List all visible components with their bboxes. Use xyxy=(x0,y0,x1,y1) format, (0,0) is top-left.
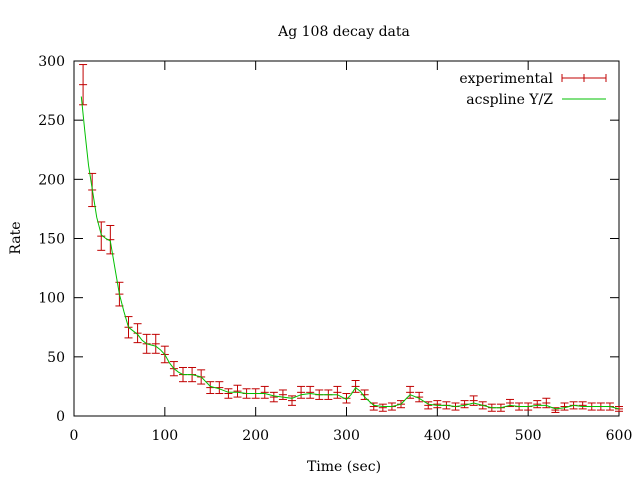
data-point xyxy=(415,391,424,403)
data-point xyxy=(306,385,315,399)
data-point xyxy=(269,391,278,403)
data-point xyxy=(79,64,88,106)
legend: experimental acspline Y/Z xyxy=(459,71,607,108)
data-point xyxy=(542,397,551,409)
legend-label-experimental: experimental xyxy=(459,71,553,87)
y-axis: 0 50 100 150 200 250 300 xyxy=(38,54,619,425)
y-tick-label: 150 xyxy=(38,232,65,248)
y-tick-label: 200 xyxy=(38,172,65,188)
data-point xyxy=(133,323,142,344)
data-point xyxy=(151,333,160,354)
data-point xyxy=(260,385,269,399)
data-point xyxy=(369,402,378,411)
x-tick-label: 500 xyxy=(515,428,542,444)
x-axis: 0 100 200 300 400 500 600 xyxy=(70,61,633,444)
chart-title: Ag 108 decay data xyxy=(277,24,410,40)
data-point xyxy=(424,401,433,410)
plot-frame xyxy=(73,60,620,417)
y-tick-label: 0 xyxy=(56,409,65,425)
y-axis-label: Rate xyxy=(8,221,24,254)
x-tick-label: 200 xyxy=(242,428,269,444)
legend-mark-experimental xyxy=(561,74,607,82)
data-point xyxy=(406,385,415,399)
y-tick-label: 100 xyxy=(38,291,65,307)
data-point xyxy=(378,403,387,412)
series-layer xyxy=(79,64,623,413)
plot-border xyxy=(73,60,620,417)
y-tick-label: 250 xyxy=(38,113,65,129)
data-point xyxy=(97,221,106,251)
y-tick-label: 50 xyxy=(47,350,65,366)
data-point xyxy=(233,384,242,398)
series-acspline-line xyxy=(80,96,620,410)
data-point xyxy=(560,402,569,411)
data-point xyxy=(333,385,342,399)
data-point xyxy=(533,400,542,409)
x-tick-label: 400 xyxy=(424,428,451,444)
data-point xyxy=(433,400,442,409)
data-point xyxy=(278,389,287,400)
data-point xyxy=(224,388,233,399)
data-point xyxy=(360,389,369,400)
x-axis-label: Time (sec) xyxy=(307,459,381,475)
x-tick-label: 300 xyxy=(333,428,360,444)
legend-label-acspline: acspline Y/Z xyxy=(466,92,553,108)
x-tick-label: 600 xyxy=(606,428,633,444)
data-point xyxy=(297,385,306,399)
series-experimental xyxy=(79,64,623,413)
data-point xyxy=(460,400,469,409)
data-point xyxy=(578,401,587,410)
x-tick-label: 0 xyxy=(70,428,79,444)
data-point xyxy=(206,381,215,395)
data-point xyxy=(288,395,296,406)
data-point xyxy=(351,380,360,393)
data-point xyxy=(469,395,478,406)
x-tick-label: 100 xyxy=(151,428,178,444)
y-tick-label: 300 xyxy=(38,54,65,70)
